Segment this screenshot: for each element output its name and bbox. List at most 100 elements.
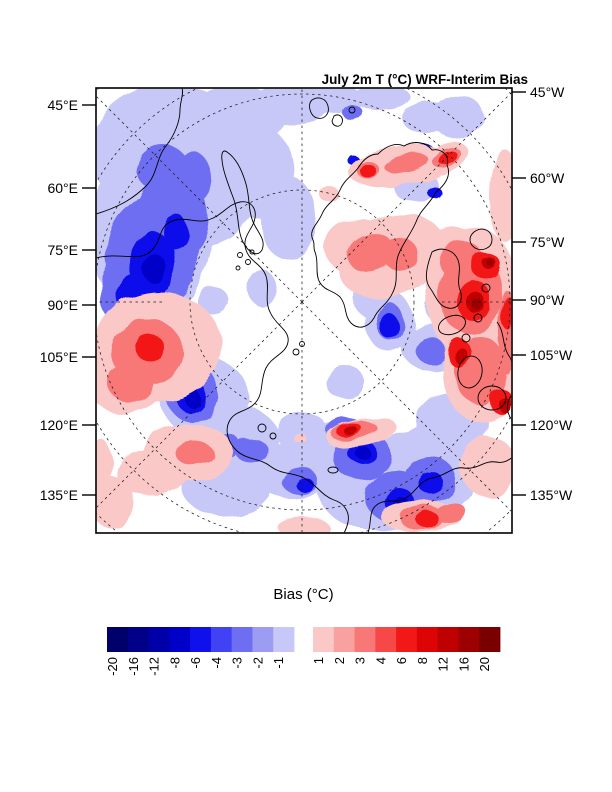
bias-blob — [460, 436, 512, 496]
colorbar-positive-segment — [396, 627, 418, 652]
bias-blob — [427, 186, 441, 198]
colorbar-positive-segment — [354, 627, 376, 652]
bias-blob — [433, 502, 467, 524]
colorbar-negative-label: -2 — [250, 657, 265, 669]
colorbar-negative-label: -1 — [271, 657, 286, 669]
island-outline — [473, 313, 483, 323]
coastline — [507, 395, 512, 420]
coastline — [96, 88, 183, 215]
coastline — [425, 248, 462, 309]
bias-blob — [296, 478, 314, 492]
coastline — [469, 228, 493, 251]
colorbar-negative-label: -8 — [167, 657, 182, 669]
colorbar-negative-segment — [231, 627, 253, 652]
colorbar-negative-label: -6 — [188, 657, 203, 669]
right-meridian-axis: 45°W 60°W 75°W 90°W 105°W 120°W 135°W — [512, 84, 573, 503]
meridian-line — [96, 96, 303, 303]
bias-blob — [108, 361, 154, 403]
left-axis-label: 75°E — [47, 242, 78, 258]
colorbar-positive-segment — [437, 627, 459, 652]
bias-blob — [172, 152, 212, 204]
colorbar-positive-segment — [333, 627, 355, 652]
bias-blob — [383, 152, 429, 174]
colorbar-positive-segment — [313, 627, 335, 652]
latitude-circle — [189, 189, 415, 415]
bias-blob — [116, 448, 188, 496]
right-axis-label: 60°W — [530, 170, 565, 186]
island-outline — [237, 252, 243, 258]
island-outline — [235, 265, 241, 271]
island-outline — [457, 355, 483, 389]
right-axis-label: 120°W — [530, 417, 573, 433]
colorbar-negative-label: -16 — [126, 657, 141, 676]
bias-blob — [486, 258, 494, 266]
island-outline — [481, 283, 491, 293]
map-area — [96, 88, 512, 533]
colorbar: -20 -16 -12 -8 -6 -4 -3 -2 -1 1 2 3 4 6 8 12 16 20 — [105, 627, 501, 676]
left-meridian-axis: 45°E 60°E 75°E 90°E 105°E 120°E 135°E — [40, 97, 96, 503]
colorbar-negative-label: -4 — [209, 657, 224, 669]
colorbar-positive-label: 4 — [373, 657, 388, 664]
meridian-line — [96, 301, 303, 508]
coastline — [496, 321, 512, 362]
right-axis-label: 135°W — [530, 487, 573, 503]
meridian-line — [301, 92, 512, 303]
coastline — [311, 142, 449, 328]
colorbar-negative-segment — [252, 627, 274, 652]
map-title: July 2m T (°C) WRF-Interim Bias — [322, 72, 528, 87]
colorbar-negative-label: -12 — [147, 657, 162, 676]
colorbar-positive-label: 16 — [456, 657, 471, 671]
colorbar-negative-segment — [210, 627, 233, 652]
island-outline — [438, 314, 466, 336]
bias-blob — [432, 95, 484, 139]
bias-blob — [473, 299, 483, 311]
colorbar-title: Bias (°C) — [273, 586, 333, 603]
colorbar-positive-label: 20 — [477, 657, 492, 671]
meridian-line — [301, 301, 512, 512]
island-outline — [269, 432, 277, 440]
colorbar-negative-segment — [169, 627, 191, 652]
island-outline — [327, 466, 339, 474]
bias-blob — [134, 334, 164, 360]
colorbar-positive-segment — [458, 627, 480, 652]
coastline — [309, 97, 329, 119]
latitude-circle — [96, 93, 511, 511]
coastline — [96, 201, 349, 533]
bias-blob — [354, 88, 410, 110]
bias-blob — [416, 510, 438, 528]
colorbar-positive-label: 6 — [394, 657, 409, 664]
bias-blob — [356, 448, 372, 460]
island-outline — [299, 341, 305, 347]
colorbar-positive-segment — [375, 627, 397, 652]
right-axis-label: 105°W — [530, 347, 573, 363]
colorbar-positive-segment — [416, 627, 439, 652]
graticule-grid — [96, 88, 512, 533]
left-axis-label: 120°E — [40, 417, 78, 433]
coastline — [221, 150, 264, 255]
bias-blob — [489, 150, 512, 242]
coastline — [367, 457, 512, 533]
colorbar-negative-segment — [107, 627, 129, 652]
left-axis-label: 60°E — [47, 180, 78, 196]
bias-blob — [380, 313, 398, 339]
bias-blob — [455, 347, 467, 365]
colorbar-positive-label: 8 — [415, 657, 430, 664]
bias-blob — [276, 412, 328, 452]
bias-blob — [416, 338, 446, 364]
bias-blob — [501, 296, 512, 330]
colorbar-negative-segment — [127, 627, 149, 652]
bias-blob — [96, 476, 134, 528]
bias-blob — [163, 215, 189, 249]
bias-blob — [360, 164, 376, 178]
bias-blob — [381, 239, 419, 269]
island-outline — [292, 348, 300, 356]
coastlines — [96, 88, 512, 533]
bias-blob — [343, 425, 357, 435]
left-axis-label: 135°E — [40, 487, 78, 503]
colorbar-positive-label: 2 — [332, 657, 347, 664]
bias-blob — [143, 253, 165, 283]
coastline — [331, 114, 343, 127]
colorbar-negative-segment — [148, 627, 170, 652]
